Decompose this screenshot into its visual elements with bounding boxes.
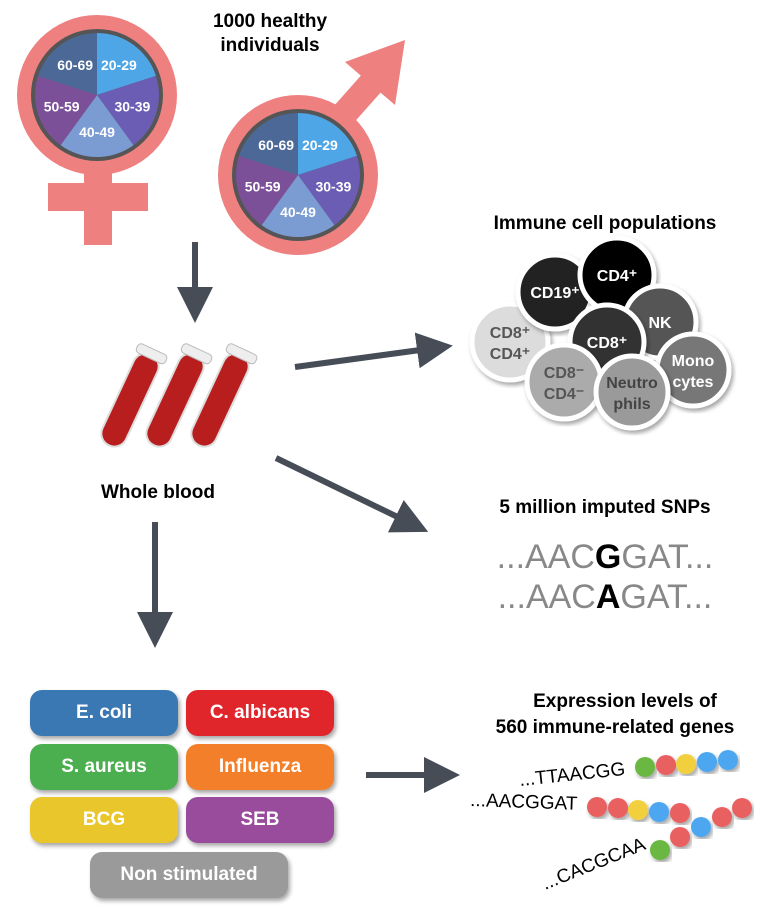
flow-arrows: [137, 242, 460, 793]
stimulus-s-aureus: S. aureus: [30, 744, 178, 790]
blood-tubes-icon: [100, 343, 258, 448]
age-label: 30-39: [114, 98, 150, 114]
expression-seq-2: ...AACGGAT: [470, 790, 578, 815]
cell-population: CD8⁺ CD4⁺: [469, 301, 551, 383]
age-slice: [236, 155, 298, 226]
age-slice: [97, 33, 156, 95]
age-label: 40-49: [280, 204, 316, 220]
expression-title-1: Expression levels of: [533, 691, 717, 712]
expression-bead: [670, 827, 690, 847]
snp-sequence-2: ...AACAGAT...: [498, 578, 713, 616]
cohort-title-2: individuals: [220, 35, 319, 56]
svg-text:CD8⁺: CD8⁺: [587, 335, 627, 352]
expression-bead: [712, 807, 732, 827]
arrow-to-snps: [274, 455, 429, 533]
svg-text:Mono: Mono: [672, 353, 715, 370]
svg-text:CD8⁻: CD8⁻: [544, 365, 584, 382]
expression-bead: [608, 798, 628, 818]
arrow-to-cells: [294, 332, 453, 370]
svg-text:CD4⁺: CD4⁺: [490, 346, 530, 363]
cell-populations: CD8⁺CD4⁺CD19⁺CD4⁺NKCD8⁺CD8⁻CD4⁻Monocytes…: [469, 235, 732, 431]
age-pie-male: 20-29 30-39 40-49 50-59 60-69: [232, 109, 364, 241]
age-slice: [261, 175, 335, 238]
age-label: 40-49: [79, 124, 115, 140]
age-slice: [239, 113, 298, 175]
cell-population: CD8⁻ CD4⁻: [524, 342, 604, 422]
whole-blood-label: Whole blood: [101, 482, 215, 503]
expression-bead: [697, 752, 717, 772]
expression-bead: [635, 757, 655, 777]
stimulus-c-albicans: C. albicans: [186, 690, 334, 736]
expression-bead: [587, 797, 607, 817]
age-label: 50-59: [245, 178, 281, 194]
snp-sequence-1: ...AACGGAT...: [497, 538, 714, 576]
age-slice: [34, 75, 97, 146]
svg-text:NK: NK: [648, 315, 672, 332]
expression-bead: [691, 817, 711, 837]
expression-bead: [732, 798, 752, 818]
svg-text:CD4⁺: CD4⁺: [597, 268, 637, 285]
stimulus-influenza: Influenza: [186, 744, 334, 790]
age-slice: [60, 95, 134, 158]
age-pie-female: 20-29 30-39 40-49 50-59 60-69: [31, 29, 163, 161]
expression-bead: [650, 840, 670, 860]
female-symbol-icon: 20-29 30-39 40-49 50-59 60-69: [17, 15, 177, 245]
age-label: 20-29: [101, 57, 137, 73]
expression-bead: [649, 802, 669, 822]
svg-text:phils: phils: [613, 396, 650, 413]
expression-bead: [676, 754, 696, 774]
stimulus-seb: SEB: [186, 797, 334, 843]
svg-text:Neutro: Neutro: [606, 375, 658, 392]
expression-bead: [656, 755, 676, 775]
age-slice: [38, 33, 97, 95]
age-slice: [298, 155, 360, 226]
expression-bead: [628, 800, 648, 820]
svg-text:cytes: cytes: [673, 374, 714, 391]
snps-title: 5 million imputed SNPs: [499, 497, 710, 518]
expression-seq-1: ...TTAACGG: [518, 759, 626, 791]
stimulus-e-coli: E. coli: [30, 690, 178, 736]
age-slice: [298, 113, 357, 175]
age-label: 20-29: [302, 137, 338, 153]
age-label: 60-69: [258, 137, 294, 153]
svg-text:CD8⁺: CD8⁺: [490, 325, 530, 342]
stimulus-non-stimulated: Non stimulated: [90, 852, 288, 898]
expression-sequences: ...TTAACGG ...AACGGAT ...CACGCAA: [470, 750, 752, 895]
expression-bead: [718, 750, 738, 770]
age-slice: [97, 75, 159, 146]
expression-bead: [670, 803, 690, 823]
expression-title-2: 560 immune-related genes: [496, 717, 735, 738]
svg-text:CD19⁺: CD19⁺: [530, 285, 579, 302]
svg-text:CD4⁻: CD4⁻: [544, 386, 584, 403]
cohort-title-1: 1000 healthy: [213, 11, 327, 32]
age-label: 50-59: [44, 98, 80, 114]
age-label: 60-69: [57, 57, 93, 73]
age-label: 30-39: [315, 178, 351, 194]
male-symbol-icon: 20-29 30-39 40-49 50-59 60-69: [218, 40, 405, 255]
cells-title: Immune cell populations: [494, 213, 717, 234]
stimulus-bcg: BCG: [30, 797, 178, 843]
cell-population: Neutro phils: [593, 353, 671, 431]
expression-seq-3: ...CACGCAA: [539, 834, 649, 895]
